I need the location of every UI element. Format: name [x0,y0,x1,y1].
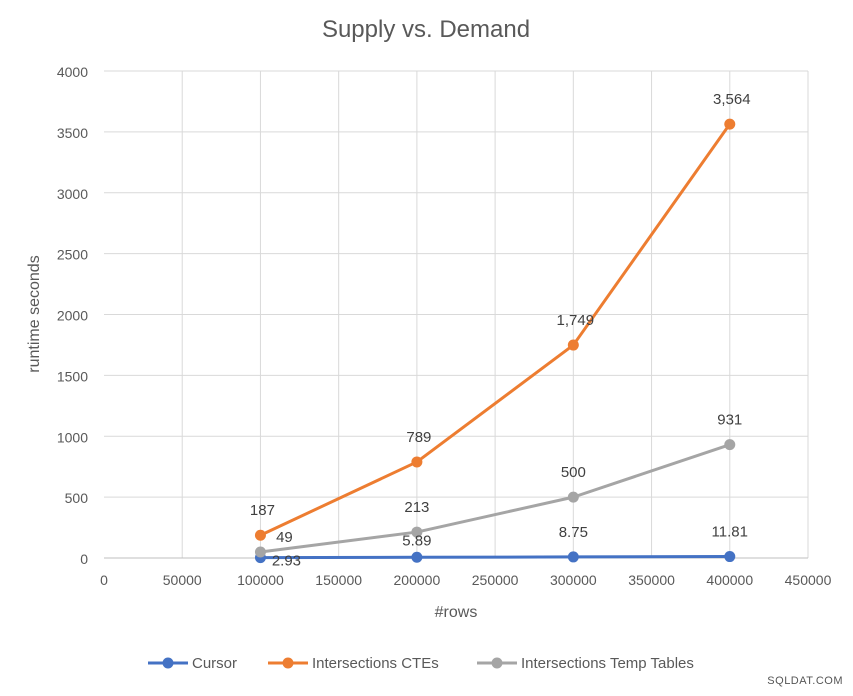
data-point [411,456,423,468]
data-point [567,491,579,503]
y-tick-label: 500 [65,490,89,506]
legend-marker [162,657,174,669]
x-tick-label: 200000 [394,572,441,588]
y-tick-label: 1500 [57,368,88,384]
x-tick-label: 350000 [628,572,675,588]
legend-label: Cursor [192,655,237,672]
series-cursor [254,551,736,564]
chart-title: Supply vs. Demand [322,16,530,43]
data-label: 789 [406,429,431,446]
legend-item: Intersections CTEs [268,655,439,672]
y-tick-label: 4000 [57,64,88,80]
series-line [260,555,730,560]
series-line [259,123,732,537]
data-point [411,551,423,563]
data-label: 3,564 [713,91,751,108]
x-tick-label: 250000 [472,572,519,588]
legend-item: Intersections Temp Tables [477,655,694,672]
data-label: 49 [276,529,293,546]
legend: Cursor Intersections CTEs Intersections Te… [148,655,694,672]
legend-item: Cursor [148,655,237,672]
grid [104,70,809,558]
series-line [260,443,731,554]
legend-marker [491,657,503,669]
x-tick-label: 150000 [315,572,362,588]
y-axis-title: runtime seconds [26,255,43,372]
legend-label: Intersections CTEs [312,655,439,672]
x-tick-label: 100000 [237,572,284,588]
y-tick-label: 2500 [57,247,88,263]
x-tick-label: 50000 [163,572,202,588]
x-tick-label: 400000 [706,572,753,588]
data-label: 500 [561,464,586,481]
series-intersections-ctes [254,118,736,541]
data-point [567,551,579,563]
data-point [254,546,266,558]
data-point [254,529,266,541]
y-tick-label: 3500 [57,125,88,141]
watermark: SQLDAT.COM [767,675,843,687]
data-point [724,551,736,563]
x-tick-label: 300000 [550,572,597,588]
data-label: 8.75 [559,524,588,541]
data-label: 2.93 [272,553,301,570]
data-label: 1,749 [557,312,595,329]
data-label: 11.81 [712,524,748,541]
data-label: 5.89 [402,532,431,549]
y-tick-label: 2000 [57,308,88,324]
x-tick-label: 0 [100,572,108,588]
data-label: 187 [250,502,275,519]
x-axis-title: #rows [435,604,478,621]
series-layer [254,118,736,564]
legend-marker [282,657,294,669]
data-point [724,439,736,451]
y-tick-label: 0 [80,551,88,567]
data-point [411,526,423,538]
data-label: 213 [404,499,429,516]
y-tick-label: 1000 [57,429,88,445]
x-tick-label: 450000 [785,572,832,588]
data-label: 931 [717,412,742,429]
y-tick-label: 3000 [57,186,88,202]
data-labels: 2.93 5.89 8.75 11.81 187 789 1,749 3,564 49 213 50… [250,91,751,570]
series-intersections-temp-tables [254,439,736,558]
legend-label: Intersections Temp Tables [521,655,694,672]
data-point [567,339,579,351]
data-point [724,118,736,130]
